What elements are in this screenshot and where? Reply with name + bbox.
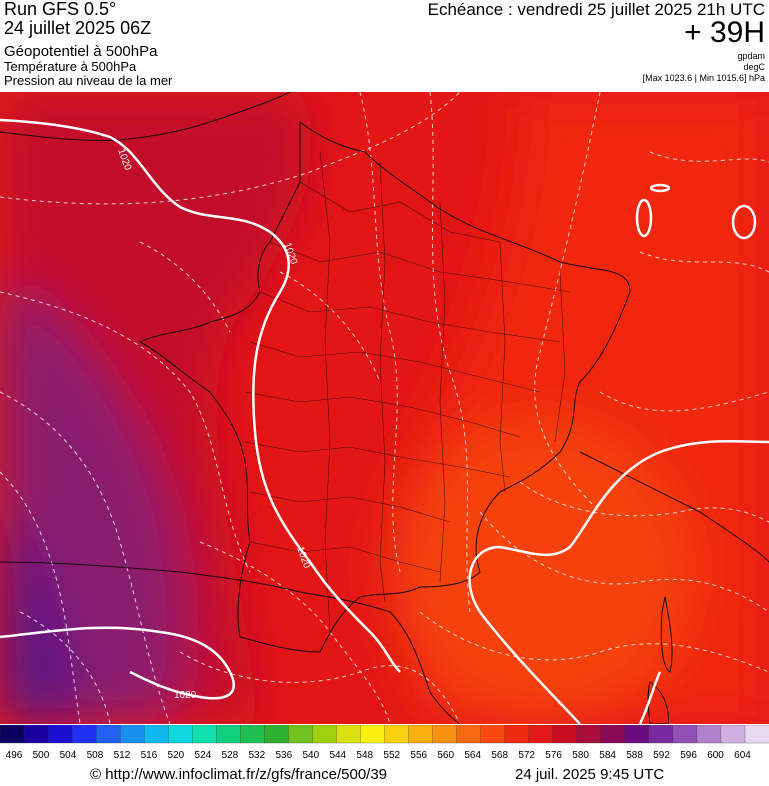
color-scale-swatch	[600, 725, 626, 744]
forecast-validity: Echéance : vendredi 25 juillet 2025 21h …	[427, 0, 765, 19]
temperature-contours	[0, 92, 769, 724]
color-scale-label: 496	[6, 750, 23, 761]
color-scale: 496 500 504 508 512 516 520 524 528 532 536 540 544 5…	[0, 725, 769, 761]
isobar-1020-northwest	[0, 118, 401, 673]
color-scale-label: 572	[518, 750, 535, 761]
color-scale-label: 520	[168, 750, 185, 761]
color-scale-label: 508	[87, 750, 104, 761]
spain-coastline	[0, 561, 461, 724]
color-scale-label: 568	[491, 750, 508, 761]
isobar-closed-high-3	[649, 183, 671, 193]
color-scale-swatch	[504, 725, 530, 744]
color-scale-swatch	[144, 725, 169, 744]
france-coastline	[138, 121, 631, 653]
color-scale-swatch	[384, 725, 410, 744]
color-scale-swatch	[720, 725, 746, 744]
color-scale-swatch	[360, 725, 386, 744]
color-scale-label: 552	[383, 750, 400, 761]
color-scale-swatch	[408, 725, 434, 744]
field-pressure: Pression au niveau de la mer	[4, 73, 173, 88]
color-scale-swatch	[648, 725, 674, 744]
color-scale-swatch	[456, 725, 482, 744]
italy-coastline	[579, 451, 769, 563]
lead-time: + 39H	[684, 16, 765, 49]
field-geopotential: Géopotentiel à 500hPa	[4, 43, 158, 60]
color-scale-labels: 496 500 504 508 512 516 520 524 528 532 536 540 544 5…	[6, 750, 752, 761]
field-temperature: Température à 500hPa	[4, 59, 137, 74]
weather-map: 1020 1020 1020 1020	[0, 92, 769, 724]
isobar-1020-south	[638, 671, 662, 724]
footer-updated: 24 juil. 2025 9:45 UTC	[515, 766, 665, 783]
isobar-label: 1020	[174, 690, 197, 701]
color-scale-label: 580	[572, 750, 589, 761]
color-scale-label: 504	[60, 750, 77, 761]
color-scale-label: 540	[302, 750, 319, 761]
color-scale-label: 536	[275, 750, 292, 761]
color-scale-label: 556	[410, 750, 427, 761]
color-scale-swatch	[672, 725, 698, 744]
sardinia	[647, 681, 669, 724]
color-scale-swatch	[120, 725, 145, 744]
color-scale-swatch	[480, 725, 506, 744]
color-scale-label: 548	[356, 750, 373, 761]
color-scale-swatch	[71, 725, 97, 744]
color-scale-label: 524	[195, 750, 212, 761]
color-scale-swatch	[0, 725, 25, 744]
color-scale-label: 596	[680, 750, 697, 761]
color-scale-swatch	[240, 725, 265, 744]
color-scale-swatch	[432, 725, 458, 744]
isobar-closed-high-2	[731, 204, 757, 240]
admin-borders	[244, 151, 571, 633]
geopotential-band-violet	[0, 512, 80, 724]
color-scale-label: 592	[653, 750, 670, 761]
color-scale-swatch	[216, 725, 241, 744]
color-scale-swatch	[744, 725, 769, 744]
color-scale-label: 516	[141, 750, 158, 761]
color-scale-label: 560	[437, 750, 454, 761]
color-scale-swatch	[192, 725, 217, 744]
color-scale-swatch	[23, 725, 49, 744]
unit-gpdam: gpdam	[737, 51, 765, 61]
color-scale-label: 588	[626, 750, 643, 761]
color-scale-label: 604	[734, 750, 751, 761]
run-date: 24 juillet 2025 06Z	[4, 18, 152, 38]
isobars	[0, 118, 769, 724]
color-scale-label: 544	[329, 750, 346, 761]
color-scale-label: 500	[33, 750, 50, 761]
color-scale-swatch	[47, 725, 73, 744]
color-scale-swatch	[552, 725, 578, 744]
color-scale-label: 528	[222, 750, 239, 761]
color-scale-swatch	[168, 725, 193, 744]
color-scale-swatch	[264, 725, 290, 744]
geopotential-band-orange-red	[390, 422, 690, 722]
coastline-borders	[0, 92, 769, 724]
color-scale-swatch	[528, 725, 554, 744]
color-scale-label: 576	[545, 750, 562, 761]
color-scale-label: 532	[248, 750, 265, 761]
run-title: Run GFS 0.5°	[4, 0, 117, 19]
color-scale-swatches	[0, 725, 769, 744]
unit-degc: degC	[743, 62, 765, 72]
uk-coastline	[0, 92, 291, 141]
color-scale-label: 564	[464, 750, 481, 761]
color-scale-label: 512	[114, 750, 131, 761]
color-scale-swatch	[95, 725, 121, 744]
color-scale-swatch	[576, 725, 602, 744]
color-scale-label: 600	[707, 750, 724, 761]
header-right: Echéance : vendredi 25 juillet 2025 21h …	[428, 0, 765, 84]
footer-source: © http://www.infoclimat.fr/z/gfs/france/…	[90, 766, 388, 783]
color-scale-swatch	[288, 725, 314, 744]
isobar-closed-high-1	[635, 198, 653, 238]
header-left: Run GFS 0.5° 24 juillet 2025 06Z Géopote…	[4, 0, 172, 88]
color-scale-swatch	[624, 725, 650, 744]
isobar-1020-southwest	[0, 626, 235, 700]
corsica	[660, 596, 673, 673]
color-scale-swatch	[696, 725, 722, 744]
pressure-max-min: [Max 1023.6 | Min 1015.6] hPa	[642, 73, 765, 83]
isobar-1020-southeast	[468, 439, 769, 724]
color-scale-label: 584	[599, 750, 616, 761]
color-scale-swatch	[336, 725, 362, 744]
color-scale-swatch	[312, 725, 338, 744]
